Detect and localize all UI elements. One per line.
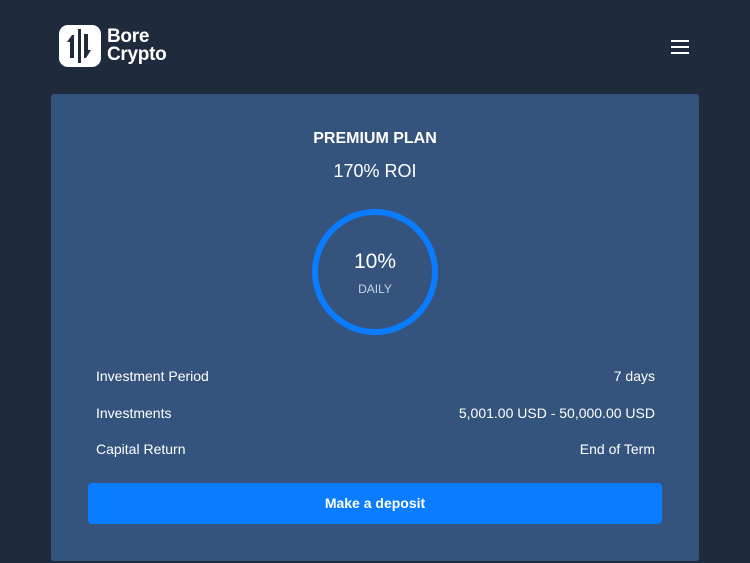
detail-row: Investment Period 7 days (96, 368, 655, 384)
plan-title: PREMIUM PLAN (313, 130, 437, 147)
logo-icon (59, 25, 101, 67)
detail-label: Investments (96, 405, 172, 421)
detail-value: End of Term (579, 441, 655, 457)
detail-label: Capital Return (96, 441, 186, 457)
detail-label: Investment Period (96, 368, 209, 384)
daily-label: DAILY (358, 282, 392, 296)
plan-roi: 170% ROI (333, 161, 417, 181)
daily-rate-ring: 10% DAILY (312, 209, 438, 335)
logo-text-line1: Bore (107, 26, 150, 47)
logo-text-line2: Crypto (107, 44, 167, 65)
detail-row: Capital Return End of Term (96, 441, 655, 457)
detail-value: 5,001.00 USD - 50,000.00 USD (458, 405, 655, 421)
detail-value: 7 days (613, 368, 655, 384)
logo-text: Bore Crypto (107, 26, 167, 65)
hamburger-icon[interactable] (671, 40, 689, 54)
plan-card: PREMIUM PLAN 170% ROI 10% DAILY Investme… (51, 94, 699, 561)
logo[interactable]: Bore Crypto (59, 25, 167, 67)
make-deposit-button[interactable]: Make a deposit (88, 483, 662, 524)
detail-row: Investments 5,001.00 USD - 50,000.00 USD (96, 405, 655, 421)
daily-rate: 10% (353, 250, 397, 273)
